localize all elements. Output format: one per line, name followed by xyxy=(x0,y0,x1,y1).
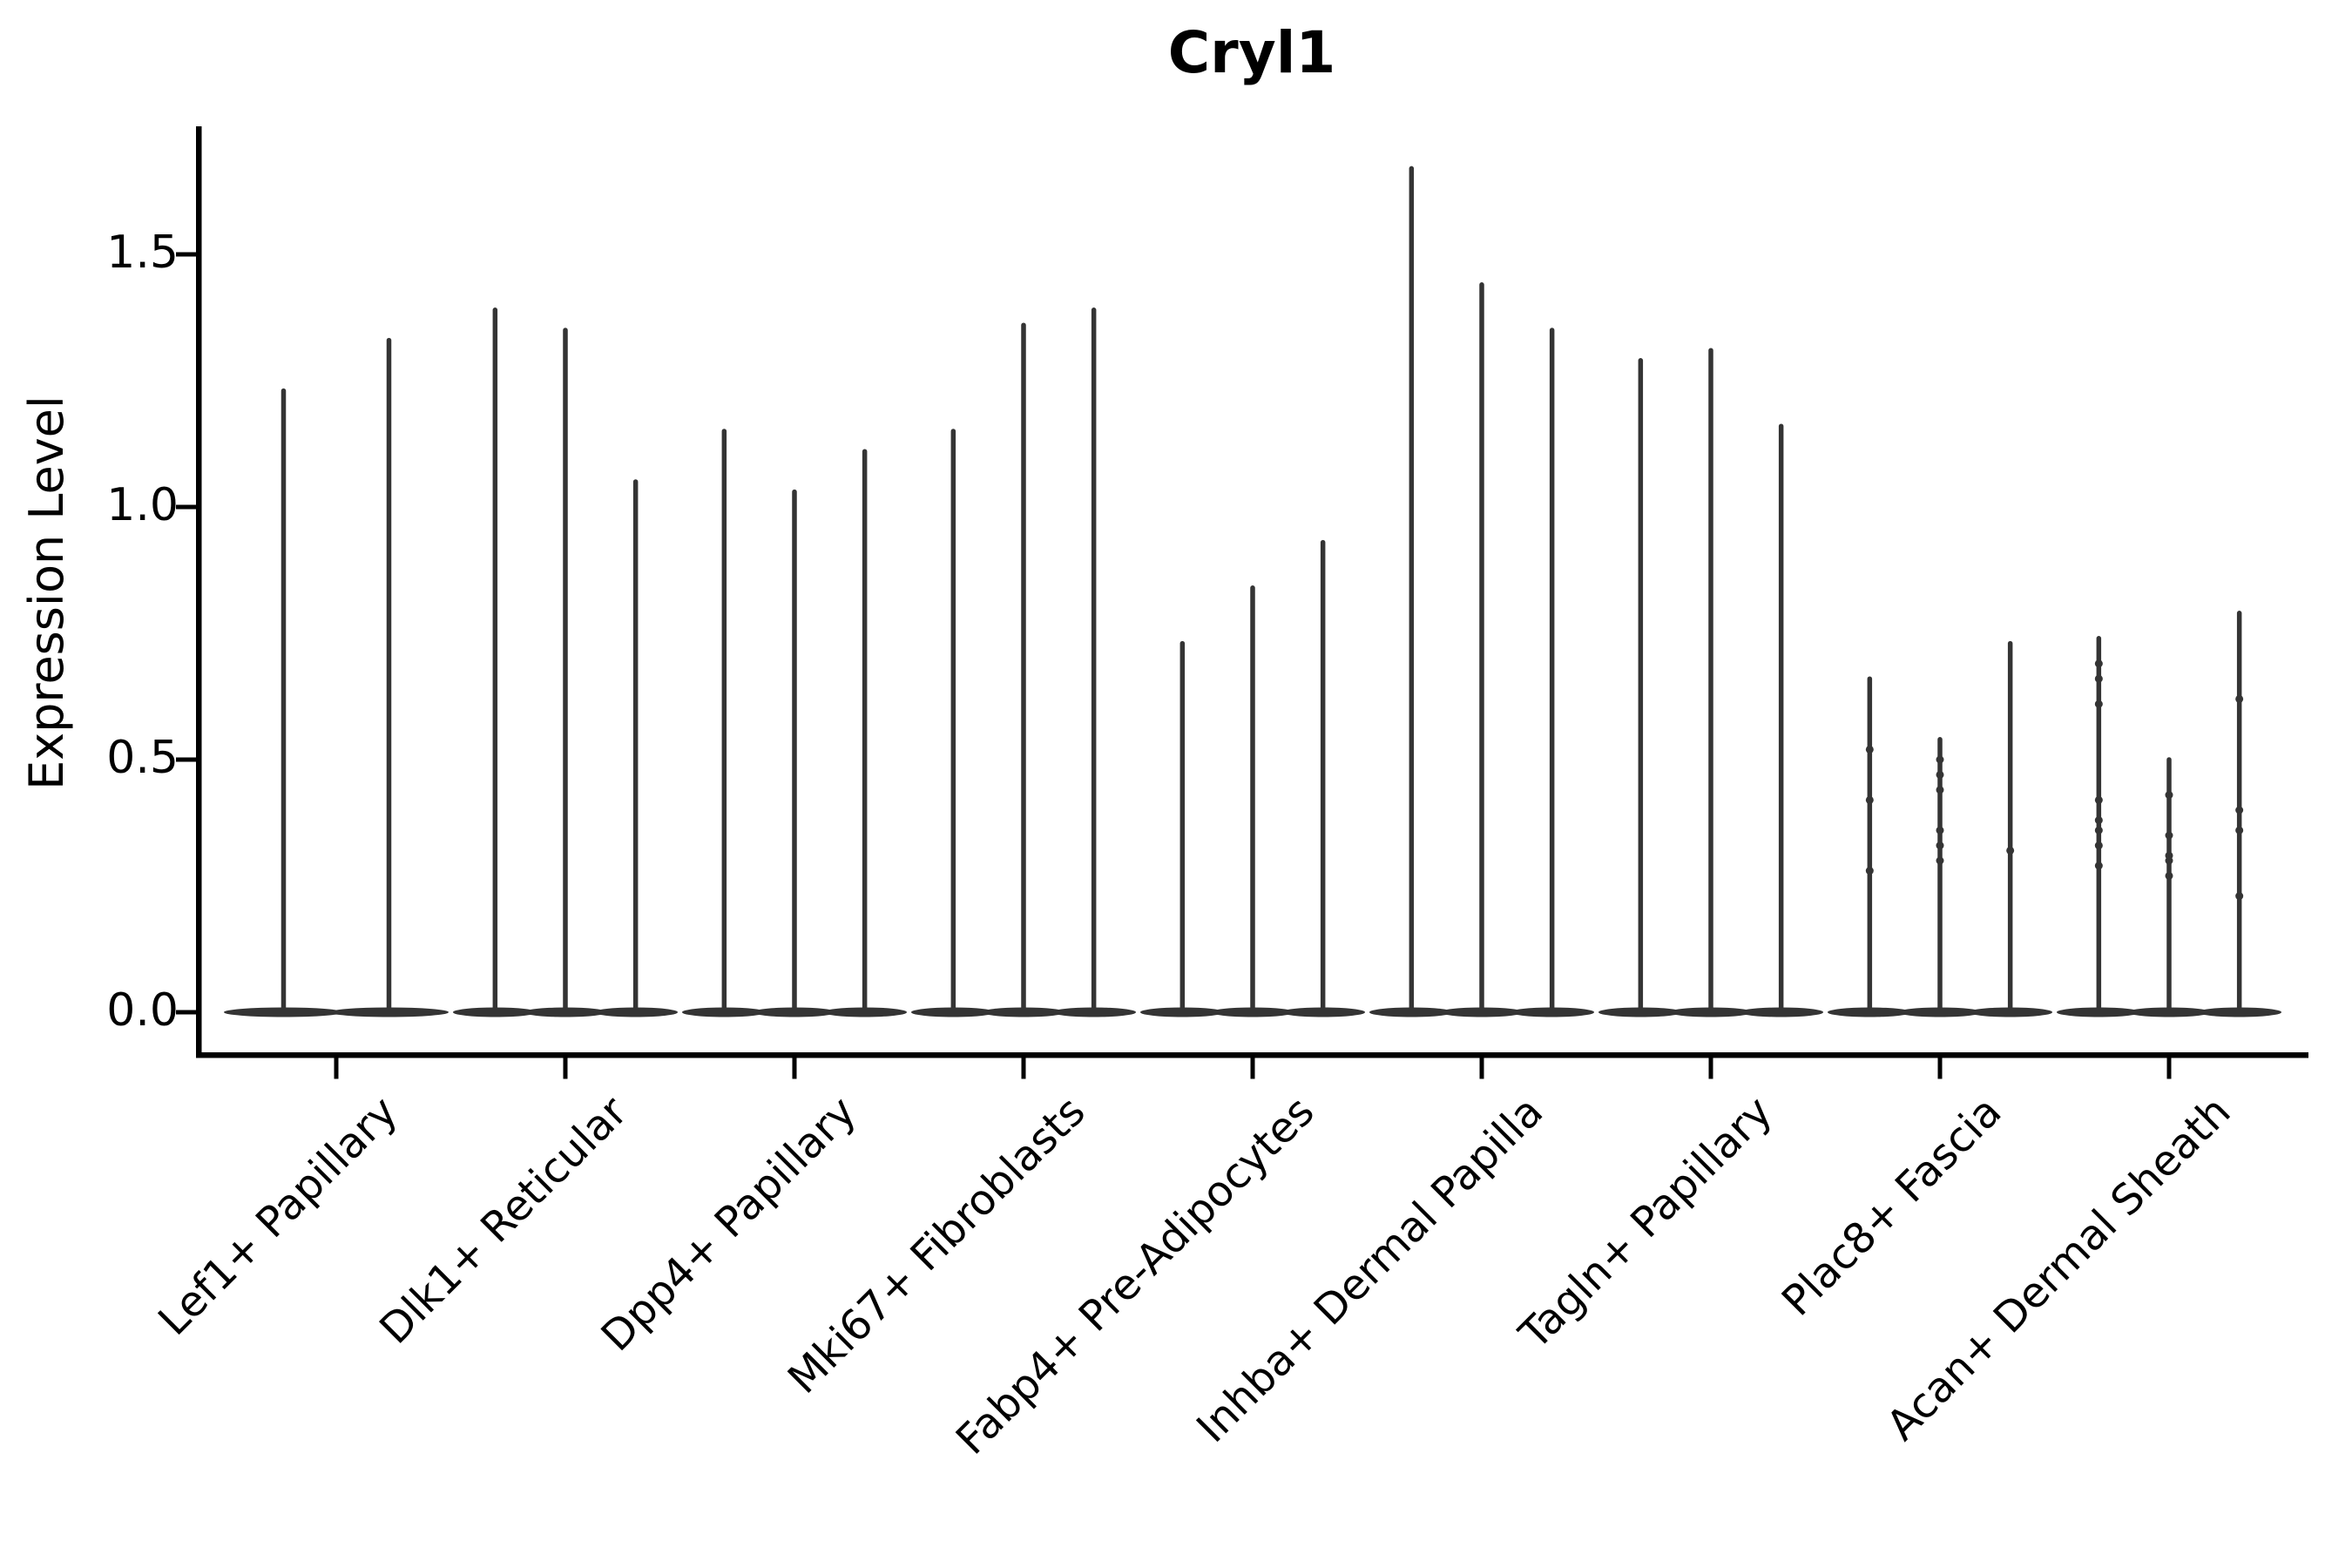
cell-point xyxy=(1865,867,1874,875)
cell-point xyxy=(1936,826,1944,835)
cell-point xyxy=(1865,795,1874,804)
y-tick xyxy=(176,252,196,257)
cell-point xyxy=(2094,826,2103,835)
cell-point xyxy=(2235,806,2244,814)
x-tick xyxy=(1250,1058,1255,1079)
y-tick-label: 1.5 xyxy=(106,226,179,279)
y-tick xyxy=(176,504,196,510)
y-tick xyxy=(176,1010,196,1015)
y-axis-label-box: Expression Level xyxy=(16,296,77,889)
x-tick xyxy=(334,1058,339,1079)
y-axis-spine xyxy=(196,126,202,1058)
cell-point xyxy=(1865,745,1874,754)
y-tick-label: 0.5 xyxy=(106,732,179,784)
cell-point xyxy=(2094,659,2103,668)
cell-point xyxy=(2165,871,2173,880)
cell-point xyxy=(1936,755,1944,764)
cell-point xyxy=(2165,856,2173,865)
x-tick xyxy=(792,1058,797,1079)
cell-point xyxy=(2094,841,2103,850)
cell-point xyxy=(2165,831,2173,840)
y-tick-label: 0.0 xyxy=(106,984,179,1037)
y-axis-label: Expression Level xyxy=(18,395,74,790)
cell-point xyxy=(2094,816,2103,825)
cell-point xyxy=(2094,700,2103,708)
cell-point xyxy=(2235,892,2244,901)
cell-point xyxy=(2094,674,2103,683)
x-tick xyxy=(1479,1058,1484,1079)
x-tick xyxy=(563,1058,568,1079)
cell-point xyxy=(2094,795,2103,804)
cell-point xyxy=(1936,856,1944,865)
cell-point xyxy=(2094,862,2103,870)
cell-point xyxy=(2235,826,2244,835)
y-tick-label: 1.0 xyxy=(106,479,179,531)
cell-point xyxy=(2165,791,2173,800)
chart-title: Cryl1 xyxy=(1167,19,1336,86)
x-tick xyxy=(1708,1058,1713,1079)
cell-point xyxy=(1936,786,1944,794)
x-tick xyxy=(2166,1058,2172,1079)
x-tick xyxy=(1021,1058,1026,1079)
x-axis-spine xyxy=(196,1052,2308,1058)
x-tick xyxy=(1937,1058,1943,1079)
cell-point xyxy=(1936,841,1944,850)
cell-point xyxy=(1936,770,1944,779)
y-tick xyxy=(176,757,196,762)
cell-point xyxy=(2006,846,2015,855)
cell-point xyxy=(2235,694,2244,703)
